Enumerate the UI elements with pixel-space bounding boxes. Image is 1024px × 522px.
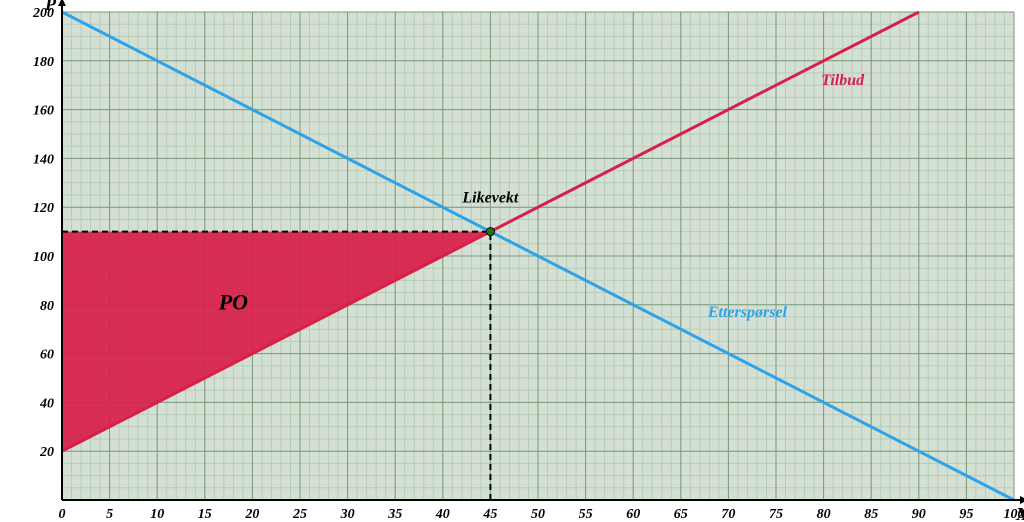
x-axis-label: X [1015,504,1024,522]
x-axis-arrow-icon [1020,496,1024,504]
economics-chart: 0 5 10 15 20 25 30 35 40 45 50 55 60 65 70 75 80 85 90 95 10… [0,0,1024,522]
x-tick-label: 40 [435,507,450,522]
supply-label: Tilbud [821,72,865,89]
y-tick-label: 100 [33,250,54,265]
x-tick-label: 60 [626,507,640,522]
producer-surplus-label: PO [218,290,248,315]
x-tick-label: 30 [340,507,355,522]
x-tick-label: 20 [244,507,259,522]
y-tick-label: 180 [33,55,54,70]
x-tick-label: 95 [959,507,973,522]
x-tick-label: 45 [482,507,497,522]
y-axis-arrow-icon [58,0,66,6]
demand-label: Etterspørsel [707,304,788,321]
y-axis-label: P [44,0,57,14]
x-tick-label: 75 [769,507,783,522]
x-tick-label: 85 [864,507,878,522]
x-tick-label: 50 [531,507,545,522]
equilibrium-point [486,228,494,236]
y-tick-label: 60 [40,348,54,363]
x-tick-label: 15 [198,507,212,522]
y-tick-label: 160 [33,104,54,119]
x-tick-label: 80 [817,507,831,522]
y-tick-label: 20 [39,445,54,460]
x-tick-label: 65 [674,507,688,522]
x-tick-label: 10 [150,507,164,522]
x-tick-label: 5 [106,507,113,522]
x-tick-label: 70 [721,507,735,522]
y-tick-label: 120 [33,201,54,216]
y-tick-label: 80 [40,299,54,314]
x-tick-label: 55 [579,507,593,522]
x-tick-label: 0 [59,507,66,522]
y-tick-label: 140 [33,152,54,167]
x-tick-label: 25 [292,507,307,522]
x-tick-label: 90 [912,507,926,522]
x-tick-label: 35 [387,507,402,522]
equilibrium-label: Likevekt [461,189,519,206]
y-tick-label: 40 [39,396,54,411]
